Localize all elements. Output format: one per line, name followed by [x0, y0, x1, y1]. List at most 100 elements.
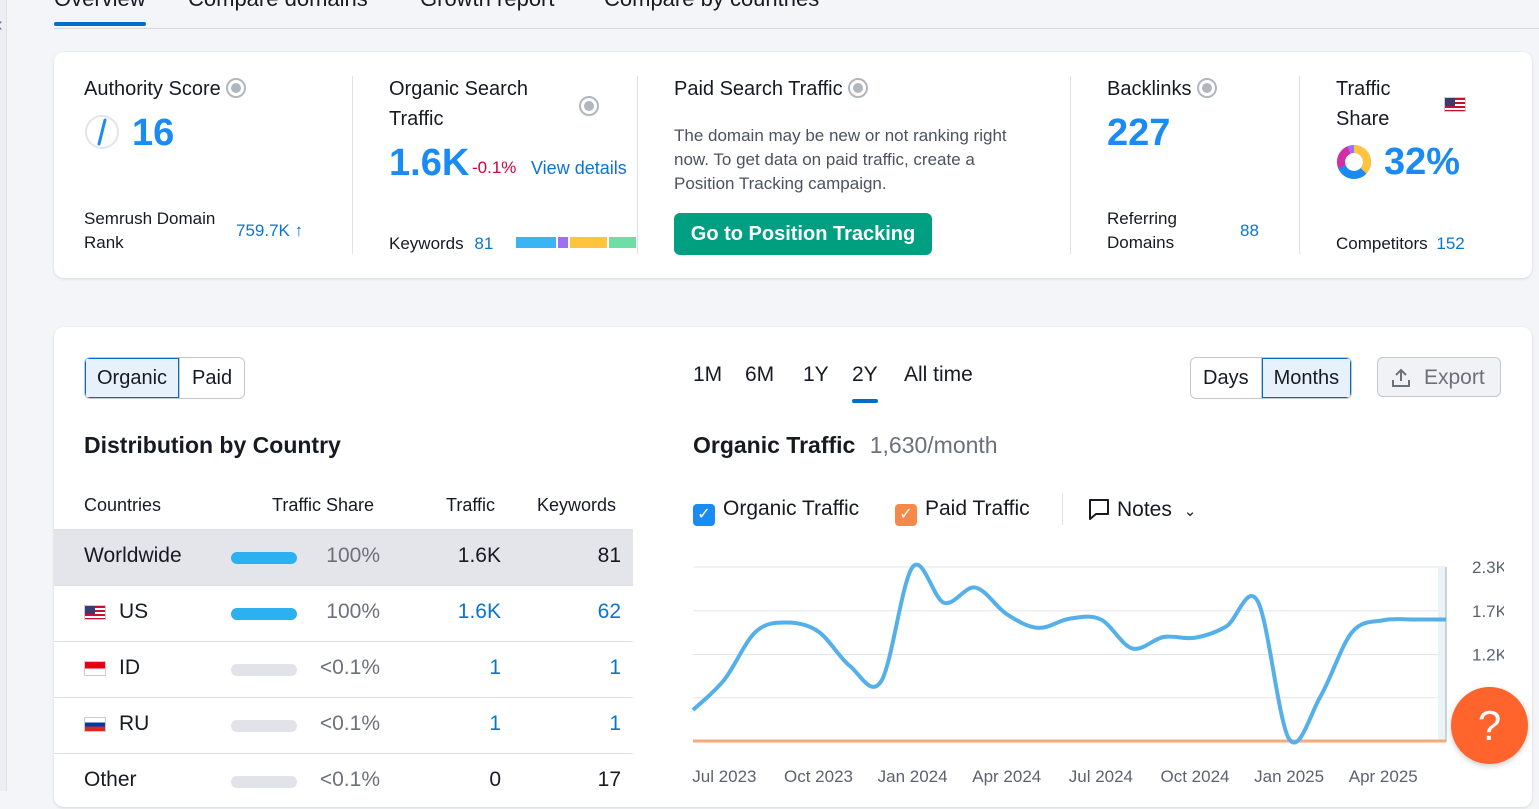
notes-dropdown[interactable]: Notes ⌄ [1087, 497, 1196, 522]
traffic-value[interactable]: 1 [489, 712, 501, 735]
traffic-value: 1.6K [457, 544, 501, 567]
table-row[interactable]: Worldwide 100% 1.6K 81 [54, 529, 633, 585]
share-bar [231, 720, 297, 732]
x-tick-label: Apr 2025 [1349, 767, 1418, 786]
legend-paid[interactable]: ✓ Paid Traffic [895, 497, 1030, 526]
us-flag-icon [84, 604, 106, 620]
tab-overview[interactable]: Overview [54, 0, 146, 26]
view-details-link[interactable]: View details [531, 158, 627, 178]
traffic-card: Organic Paid 1M 6M 1Y 2Y All time Days M… [54, 327, 1532, 807]
paid-traffic-title: Paid Search Traffic [674, 78, 843, 100]
go-to-position-tracking-button[interactable]: Go to Position Tracking [674, 213, 932, 255]
id-flag-icon [84, 660, 106, 676]
toggle-paid[interactable]: Paid [192, 367, 233, 389]
country-name: RU [119, 712, 150, 735]
organic-traffic-value: 1.6K [389, 142, 470, 184]
y-tick-label: 2.3K [1472, 558, 1504, 577]
range-1y[interactable]: 1Y [803, 363, 829, 386]
keywords-value: 81 [597, 544, 621, 567]
checkbox-checked-icon[interactable]: ✓ [895, 504, 917, 526]
competitors-value[interactable]: 152 [1436, 234, 1465, 253]
competitors-label: Competitors [1336, 234, 1428, 253]
divider [637, 76, 638, 254]
country-name: ID [119, 656, 140, 679]
domain-rank-value[interactable]: 759.7K ↑ [236, 221, 304, 240]
left-strip: ‹ [0, 0, 7, 791]
traffic-chart-subtitle: 1,630/month [869, 432, 998, 458]
col-traffic: Traffic [446, 495, 496, 515]
days-months-toggle: Days Months [1190, 357, 1353, 399]
keywords-distribution-bar [516, 237, 636, 248]
share-value: <0.1% [319, 768, 380, 791]
help-icon[interactable] [848, 78, 869, 98]
help-icon[interactable] [226, 78, 247, 98]
share-bar [231, 776, 297, 788]
traffic-value[interactable]: 1.6K [457, 600, 501, 623]
y-tick-label: 1.2K [1472, 646, 1504, 665]
table-row[interactable]: Other <0.1% 0 17 [54, 753, 633, 809]
toggle-organic[interactable]: Organic [85, 358, 181, 398]
legend-organic[interactable]: ✓ Organic Traffic [693, 497, 859, 526]
table-row[interactable]: US 100% 1.6K 62 [54, 585, 633, 641]
range-1m[interactable]: 1M [693, 363, 723, 386]
share-bar [231, 664, 297, 676]
keywords-value[interactable]: 62 [597, 600, 621, 623]
help-fab-button[interactable]: ? [1451, 687, 1528, 764]
referring-domains-value[interactable]: 88 [1240, 221, 1259, 240]
keywords-value[interactable]: 1 [609, 712, 621, 735]
share-bar-fill [231, 608, 297, 620]
report-tabs: Overview Compare domains Growth report C… [54, 0, 1539, 29]
country-name: US [119, 600, 149, 623]
col-keywords: Keywords [537, 495, 617, 515]
x-tick-label: Jan 2025 [1254, 767, 1324, 786]
us-flag-icon [1444, 97, 1466, 112]
traffic-value: 0 [489, 768, 501, 791]
tab-compare-by-countries[interactable]: Compare by countries [604, 0, 819, 12]
tab-compare-domains[interactable]: Compare domains [188, 0, 368, 12]
help-icon[interactable] [579, 96, 599, 116]
table-row[interactable]: ID <0.1% 1 1 [54, 641, 633, 697]
traffic-share-metric: Traffic Share 32% Competitors 152 [1336, 52, 1516, 278]
keywords-value: 17 [597, 768, 621, 791]
share-value: <0.1% [319, 712, 380, 735]
x-tick-label: Jan 2024 [878, 767, 948, 786]
keywords-value[interactable]: 81 [474, 234, 494, 253]
traffic-value[interactable]: 1 [489, 656, 501, 679]
collapse-chevron-icon[interactable]: ‹ [0, 14, 3, 37]
checkbox-checked-icon[interactable]: ✓ [693, 504, 715, 526]
keywords-value[interactable]: 1 [609, 656, 621, 679]
export-icon [1392, 368, 1410, 387]
backlinks-metric: Backlinks 227 Referring Domains 88 [1107, 52, 1307, 278]
export-button[interactable]: Export [1377, 357, 1501, 397]
traffic-share-value: 32% [1384, 141, 1461, 183]
share-bar-fill [231, 552, 297, 564]
legend-organic-label: Organic Traffic [723, 497, 860, 520]
share-bar [231, 552, 297, 564]
traffic-chart-title: Organic Traffic [693, 432, 856, 458]
range-all-time[interactable]: All time [904, 363, 973, 386]
authority-score-title: Authority Score [84, 78, 221, 100]
organic-traffic-title: Organic Search Traffic [389, 78, 528, 130]
share-value: <0.1% [319, 656, 380, 679]
toggle-days[interactable]: Days [1191, 358, 1262, 398]
range-2y[interactable]: 2Y [852, 363, 878, 403]
tab-growth-report[interactable]: Growth report [420, 0, 555, 12]
backlinks-value[interactable]: 227 [1107, 112, 1171, 154]
traffic-share-donut-icon [1337, 145, 1371, 179]
ru-flag-icon [84, 716, 106, 732]
organic-traffic-line [691, 562, 1447, 745]
toggle-months[interactable]: Months [1261, 358, 1352, 398]
x-tick-label: Oct 2024 [1161, 767, 1230, 786]
summary-card: Authority Score 16 Semrush Domain Rank 7… [54, 52, 1532, 278]
notes-label: Notes [1117, 498, 1172, 521]
help-icon[interactable] [1197, 78, 1218, 98]
referring-domains-label: Referring Domains [1107, 209, 1177, 252]
notes-icon [1089, 499, 1109, 520]
authority-score-metric: Authority Score 16 Semrush Domain Rank 7… [84, 52, 354, 278]
x-tick-label: Jul 2024 [1069, 767, 1133, 786]
keywords-label: Keywords [389, 234, 464, 253]
table-row[interactable]: RU <0.1% 1 1 [54, 697, 633, 753]
share-value: 100% [326, 600, 380, 623]
range-6m[interactable]: 6M [745, 363, 775, 386]
